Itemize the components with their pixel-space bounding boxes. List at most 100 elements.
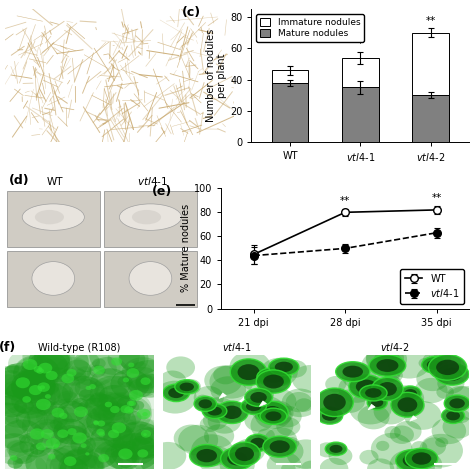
Circle shape bbox=[16, 373, 51, 400]
Ellipse shape bbox=[322, 410, 337, 421]
Ellipse shape bbox=[449, 398, 465, 408]
Circle shape bbox=[251, 409, 293, 442]
Circle shape bbox=[47, 368, 100, 409]
Circle shape bbox=[287, 439, 325, 469]
Circle shape bbox=[132, 401, 144, 410]
Circle shape bbox=[273, 406, 301, 428]
Ellipse shape bbox=[372, 377, 403, 401]
Circle shape bbox=[60, 451, 78, 465]
Circle shape bbox=[128, 374, 158, 397]
Ellipse shape bbox=[175, 380, 199, 394]
Circle shape bbox=[11, 386, 49, 415]
Ellipse shape bbox=[441, 408, 465, 423]
Ellipse shape bbox=[263, 436, 296, 457]
Circle shape bbox=[38, 363, 52, 374]
Circle shape bbox=[139, 448, 152, 459]
Text: (d): (d) bbox=[9, 174, 29, 187]
Circle shape bbox=[23, 359, 37, 370]
Circle shape bbox=[86, 403, 137, 441]
Circle shape bbox=[371, 433, 412, 465]
Circle shape bbox=[201, 403, 222, 419]
Circle shape bbox=[71, 435, 96, 455]
Title: $\mathit{vtl4}$-2: $\mathit{vtl4}$-2 bbox=[380, 341, 410, 353]
Circle shape bbox=[72, 398, 89, 411]
Circle shape bbox=[0, 447, 32, 474]
Text: $\mathit{vtl4}$-1: $\mathit{vtl4}$-1 bbox=[137, 175, 168, 187]
Circle shape bbox=[122, 357, 164, 390]
Circle shape bbox=[140, 377, 150, 385]
Circle shape bbox=[113, 441, 139, 461]
Ellipse shape bbox=[22, 204, 84, 230]
Circle shape bbox=[31, 367, 81, 405]
Circle shape bbox=[3, 378, 56, 419]
Circle shape bbox=[90, 422, 137, 457]
Circle shape bbox=[100, 393, 131, 417]
Ellipse shape bbox=[256, 401, 288, 424]
Circle shape bbox=[67, 369, 76, 376]
Ellipse shape bbox=[369, 355, 406, 376]
Circle shape bbox=[281, 463, 296, 474]
Circle shape bbox=[125, 362, 153, 383]
Ellipse shape bbox=[446, 411, 460, 420]
Circle shape bbox=[47, 383, 73, 403]
Circle shape bbox=[1, 405, 45, 438]
Circle shape bbox=[96, 377, 141, 411]
Circle shape bbox=[50, 419, 63, 429]
Circle shape bbox=[46, 371, 58, 380]
Circle shape bbox=[234, 439, 265, 463]
Circle shape bbox=[97, 392, 135, 420]
Circle shape bbox=[103, 395, 152, 432]
Ellipse shape bbox=[396, 449, 431, 472]
Circle shape bbox=[36, 368, 44, 374]
Circle shape bbox=[264, 427, 297, 452]
Circle shape bbox=[120, 449, 167, 474]
Circle shape bbox=[69, 377, 108, 407]
Polygon shape bbox=[219, 393, 226, 399]
Circle shape bbox=[0, 417, 28, 448]
Circle shape bbox=[173, 425, 209, 452]
Circle shape bbox=[295, 398, 313, 412]
Ellipse shape bbox=[325, 442, 347, 456]
Ellipse shape bbox=[245, 388, 273, 406]
Circle shape bbox=[385, 389, 401, 401]
Circle shape bbox=[13, 355, 60, 391]
Circle shape bbox=[90, 368, 130, 400]
Circle shape bbox=[326, 411, 338, 421]
Circle shape bbox=[419, 358, 432, 368]
Bar bbox=[7, 251, 100, 307]
Circle shape bbox=[22, 405, 74, 446]
Circle shape bbox=[18, 369, 34, 381]
Ellipse shape bbox=[168, 388, 184, 398]
Circle shape bbox=[92, 358, 106, 369]
Circle shape bbox=[208, 408, 241, 434]
Circle shape bbox=[11, 375, 46, 401]
Circle shape bbox=[82, 414, 117, 441]
Ellipse shape bbox=[398, 397, 417, 412]
Ellipse shape bbox=[365, 388, 382, 398]
Circle shape bbox=[124, 401, 139, 413]
Circle shape bbox=[419, 434, 463, 467]
Circle shape bbox=[2, 381, 27, 400]
Title: $\mathit{vtl4}$-1: $\mathit{vtl4}$-1 bbox=[222, 341, 252, 353]
Circle shape bbox=[118, 448, 133, 459]
Circle shape bbox=[50, 453, 83, 474]
Circle shape bbox=[127, 401, 134, 406]
Circle shape bbox=[443, 415, 474, 438]
Circle shape bbox=[142, 412, 148, 416]
Ellipse shape bbox=[163, 384, 190, 401]
Text: *: * bbox=[358, 39, 363, 49]
Ellipse shape bbox=[269, 358, 299, 375]
Circle shape bbox=[111, 357, 122, 365]
Circle shape bbox=[8, 457, 23, 469]
Circle shape bbox=[123, 378, 129, 383]
Ellipse shape bbox=[241, 398, 266, 414]
Legend: Immature nodules, Mature nodules: Immature nodules, Mature nodules bbox=[256, 14, 364, 42]
Circle shape bbox=[0, 395, 27, 417]
Circle shape bbox=[14, 399, 34, 414]
Circle shape bbox=[72, 352, 117, 386]
Ellipse shape bbox=[190, 445, 224, 467]
Circle shape bbox=[46, 446, 96, 474]
Circle shape bbox=[107, 391, 152, 425]
Y-axis label: % Mature nodules: % Mature nodules bbox=[181, 204, 191, 292]
Text: (f): (f) bbox=[0, 341, 16, 354]
